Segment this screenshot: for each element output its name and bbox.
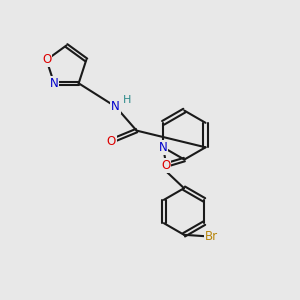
Text: O: O [161, 159, 170, 172]
Text: N: N [50, 77, 58, 90]
Text: N: N [159, 141, 167, 154]
Text: H: H [123, 95, 131, 105]
Text: O: O [106, 134, 116, 148]
Text: O: O [42, 53, 51, 66]
Text: Br: Br [205, 230, 218, 243]
Text: N: N [111, 100, 120, 113]
